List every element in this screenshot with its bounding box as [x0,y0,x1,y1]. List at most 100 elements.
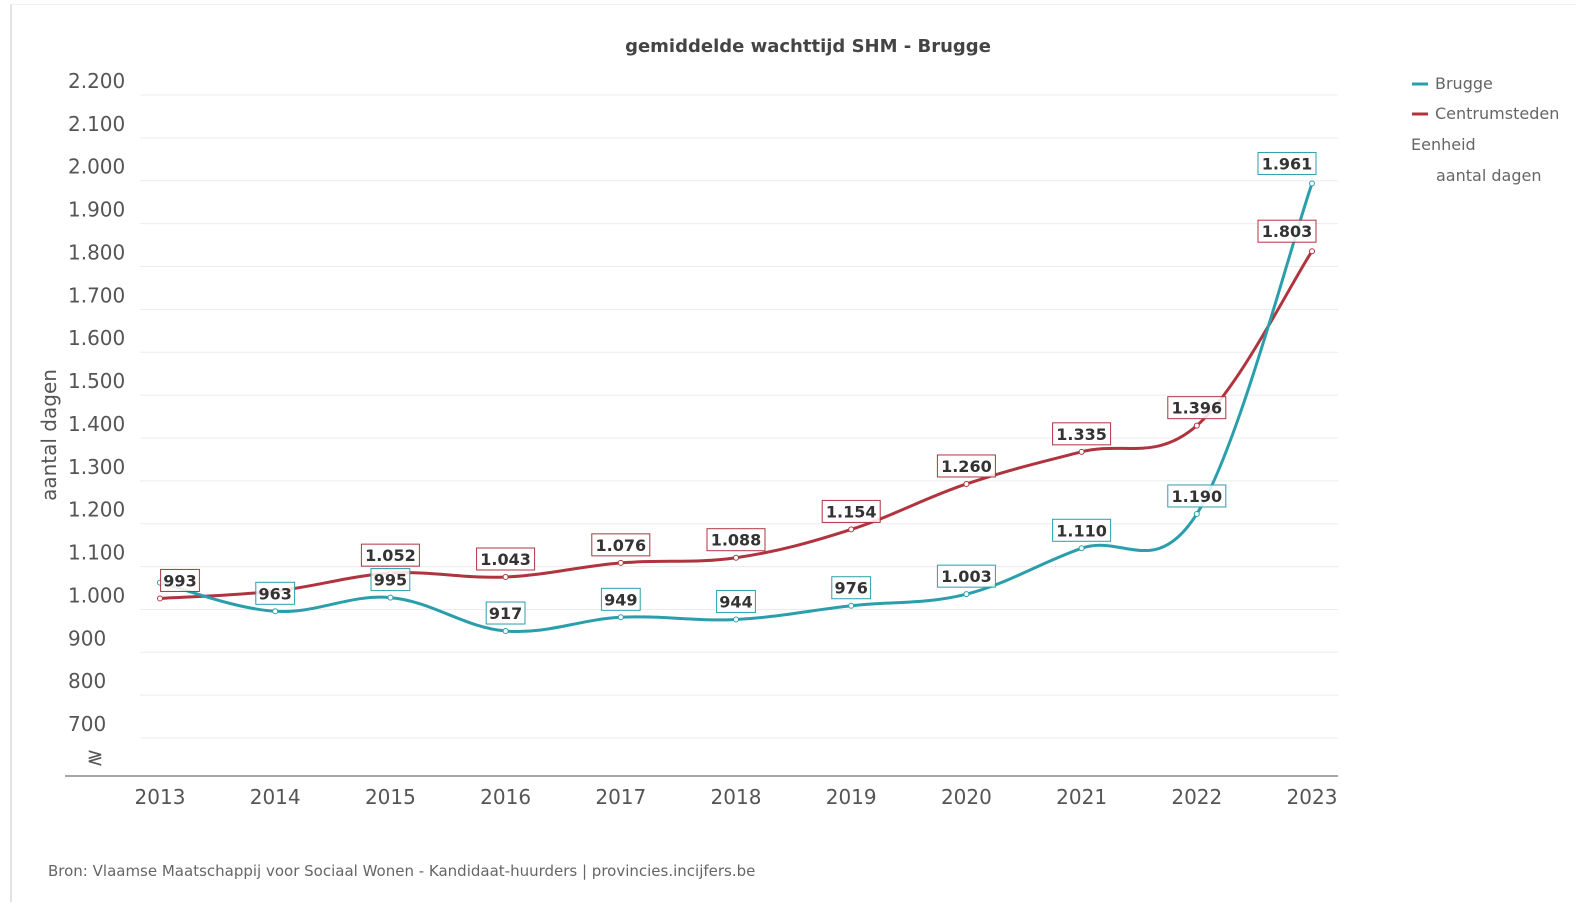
y-axis-ticks: 2.200 2.100 2.000 1.900 1.800 1.700 1.600 1.500… [68,69,125,736]
legend-entry-centrumsteden: Centrumsteden [1435,104,1559,123]
svg-text:1.154: 1.154 [826,502,877,521]
data-point [502,574,509,581]
y-tick-label: 1.000 [68,583,125,607]
y-tick-label: 1.300 [68,455,125,479]
y-tick-label: 1.800 [68,240,125,264]
data-label: 917 [485,601,526,625]
svg-text:1.803: 1.803 [1262,222,1313,241]
source-text: Bron: Vlaamse Maatschappij voor Sociaal … [48,862,755,880]
x-tick-label: 2013 [135,785,186,809]
data-label: 976 [831,576,872,600]
x-tick-label: 2020 [941,785,992,809]
y-tick-label: 1.700 [68,283,125,307]
data-point [963,480,970,487]
data-label: 1.154 [821,499,881,523]
data-label: 995 [370,568,411,592]
x-tick-label: 2021 [1056,785,1107,809]
data-point [1309,248,1315,255]
data-point [617,559,624,566]
data-label: 1.003 [936,564,996,588]
data-point [502,628,509,635]
svg-text:1.052: 1.052 [365,546,416,565]
data-label: 1.396 [1167,396,1227,420]
y-tick-label: 700 [68,712,106,736]
data-point [733,616,739,623]
data-label: 1.335 [1052,422,1112,446]
x-tick-label: 2015 [365,785,416,809]
svg-text:917: 917 [489,604,522,623]
y-tick-label: 2.100 [68,112,125,136]
data-label: 993 [160,568,200,592]
svg-text:1.335: 1.335 [1056,425,1107,444]
y-tick-label: 2.200 [68,69,125,93]
svg-text:993: 993 [163,571,196,590]
svg-text:1.043: 1.043 [480,550,531,569]
data-point [1193,422,1200,429]
svg-text:1.076: 1.076 [595,536,646,555]
data-point [157,595,163,602]
data-label: 1.961 [1257,151,1317,175]
data-point [1193,510,1200,517]
y-tick-label: 900 [68,626,106,650]
x-tick-label: 2022 [1171,785,1222,809]
chart-frame [10,4,1576,902]
svg-text:1.088: 1.088 [711,531,762,550]
data-label: 1.088 [706,528,766,552]
series-line-centrumsteden [159,250,1314,600]
svg-text:1.961: 1.961 [1262,154,1313,173]
svg-text:949: 949 [604,590,637,609]
y-tick-label: 1.600 [68,326,125,350]
data-label: 1.043 [476,547,536,571]
svg-text:1.190: 1.190 [1171,487,1222,506]
svg-text:1.396: 1.396 [1171,399,1222,418]
data-point [1309,180,1315,187]
y-axis-label: aantal dagen [37,369,61,501]
legend-unit-heading: Eenheid [1411,135,1476,154]
data-label: 949 [600,587,641,611]
svg-text:976: 976 [834,579,867,598]
data-point [848,602,855,609]
svg-text:1.110: 1.110 [1056,521,1107,540]
x-tick-label: 2016 [480,785,531,809]
y-tick-label: 1.100 [68,541,125,565]
legend-entry-brugge: Brugge [1435,74,1493,93]
data-point [963,591,970,598]
axis-break-symbol: ≷ [87,745,104,769]
y-tick-label: 1.400 [68,412,125,436]
y-tick-label: 1.900 [68,198,125,222]
series-line-brugge [159,182,1314,634]
x-tick-label: 2017 [595,785,646,809]
svg-text:944: 944 [719,592,752,611]
data-label: 1.260 [936,454,996,478]
data-point [848,526,855,533]
y-tick-label: 800 [68,669,106,693]
svg-text:1.003: 1.003 [941,567,992,586]
grid-lines [140,94,1338,739]
data-point [272,608,279,615]
series-lines [157,180,1315,635]
x-tick-label: 2023 [1287,785,1338,809]
x-tick-label: 2014 [250,785,301,809]
svg-text:963: 963 [258,584,291,603]
data-point [733,554,739,561]
data-point [387,594,394,601]
data-labels: 963 995 917 949 944 976 1.003 1.110 1.190 1.961 99… [160,151,1317,625]
data-label: 963 [255,581,296,605]
y-tick-label: 1.200 [68,498,125,522]
svg-text:995: 995 [374,571,407,590]
data-label: 1.190 [1167,484,1227,508]
y-tick-label: 2.000 [68,155,125,179]
x-tick-label: 2018 [711,785,762,809]
data-label: 1.803 [1257,219,1317,243]
data-label: 944 [716,589,756,613]
svg-text:1.260: 1.260 [941,457,992,476]
data-label: 1.052 [360,543,420,567]
data-label: 1.110 [1052,518,1112,542]
data-point [617,614,624,621]
chart-title: gemiddelde wachttijd SHM - Brugge [625,36,991,57]
y-tick-label: 1.500 [68,369,125,393]
legend-unit-value: aantal dagen [1436,166,1541,185]
data-point [1078,448,1085,455]
legend: Brugge Centrumsteden Eenheid aantal dage… [1411,74,1559,185]
